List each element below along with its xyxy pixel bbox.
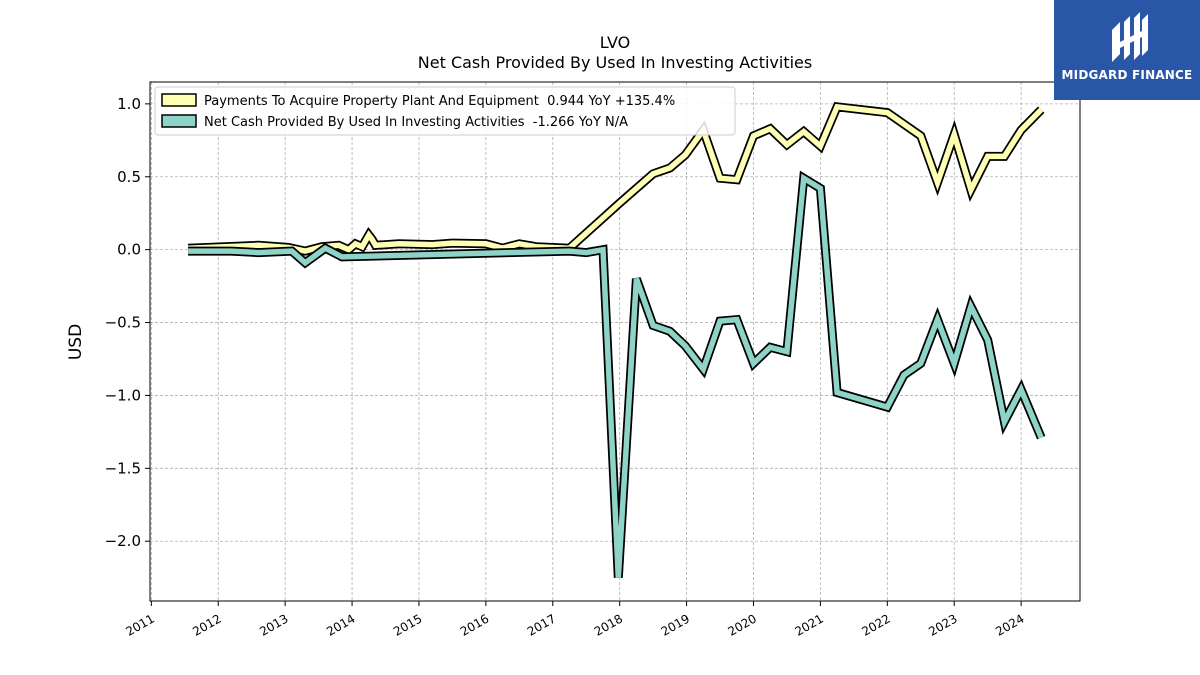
- brand-logo: MIDGARD FINANCE: [1054, 0, 1200, 100]
- plot-frame: [149, 81, 1081, 602]
- legend-swatch-investing: [161, 114, 197, 128]
- series-layer: [187, 101, 1046, 578]
- legend-swatch-capex: [161, 93, 197, 107]
- legend-label-capex: Payments To Acquire Property Plant And E…: [204, 94, 675, 109]
- series-line-1: [188, 173, 1044, 578]
- midgard-logo-icon: [1112, 12, 1148, 62]
- x-tick-label: 2021: [792, 611, 825, 638]
- x-tick-label: 2018: [592, 611, 625, 638]
- y-tick-label: −0.5: [105, 314, 141, 332]
- y-tick-label: 1.0: [117, 95, 141, 113]
- y-axis-label: USD: [66, 324, 86, 360]
- legend-box: [154, 86, 736, 136]
- x-tick-label: 2023: [926, 611, 959, 638]
- x-tick-label: 2020: [726, 611, 759, 638]
- y-axis: 1.0 0.5 0.0 −0.5 −1.0 −1.5 −2.0: [105, 95, 150, 550]
- legend: Payments To Acquire Property Plant And E…: [154, 86, 736, 136]
- x-tick-label: 2017: [525, 611, 558, 638]
- x-tick-label: 2016: [458, 611, 491, 638]
- chart-subtitle: Net Cash Provided By Used In Investing A…: [418, 53, 812, 72]
- y-tick-label: −1.0: [105, 386, 141, 404]
- y-tick-label: 0.0: [117, 241, 141, 259]
- x-tick-label: 2015: [391, 611, 424, 638]
- series-line-0: [187, 103, 1044, 254]
- x-tick-label: 2014: [324, 611, 357, 638]
- y-tick-label: 0.5: [117, 168, 141, 186]
- x-tick-label: 2013: [257, 611, 290, 638]
- x-tick-label: 2012: [190, 611, 223, 638]
- logo-text: MIDGARD FINANCE: [1061, 68, 1193, 82]
- y-tick-label: −2.0: [105, 532, 141, 550]
- x-axis: 2011 2012 2013 2014 2015 2016 2017 2018 2019 2020…: [123, 601, 1027, 639]
- y-tick-label: −1.5: [105, 459, 141, 477]
- legend-label-investing: Net Cash Provided By Used In Investing A…: [204, 115, 628, 130]
- chart-title: LVO: [600, 33, 630, 52]
- x-tick-label: 2024: [993, 611, 1026, 638]
- x-tick-label: 2011: [123, 611, 156, 638]
- x-tick-label: 2022: [859, 611, 892, 638]
- x-tick-label: 2019: [659, 611, 692, 638]
